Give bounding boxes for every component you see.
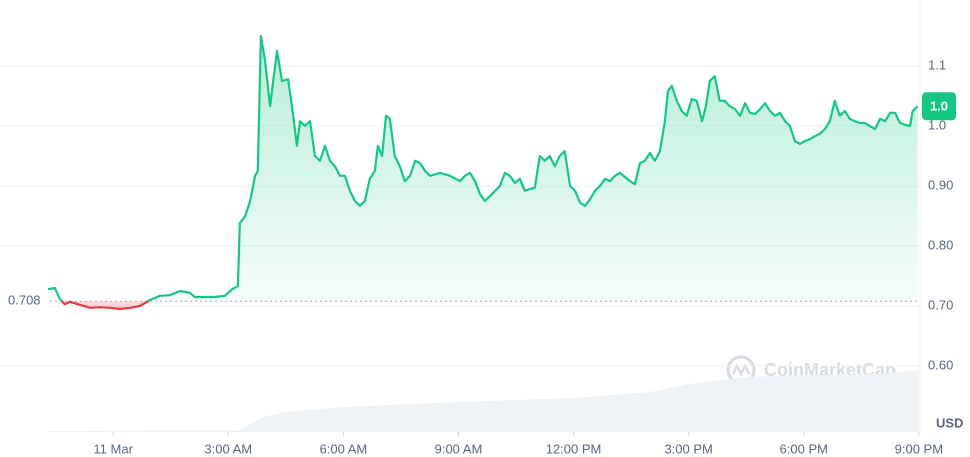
x-tick-label: 12:00 PM	[546, 441, 602, 456]
price-tag	[922, 92, 956, 121]
y-tick-label: 0.70	[928, 297, 953, 312]
x-tick-label: 3:00 AM	[204, 441, 252, 456]
y-tick-label: 0.80	[928, 237, 953, 252]
y-tick-label: 1.1	[928, 57, 946, 72]
unit-label: USD	[936, 415, 963, 430]
y-tick-label: 0.90	[928, 177, 953, 192]
x-tick-label: 3:00 PM	[664, 441, 712, 456]
price-line	[47, 34, 919, 311]
x-tick-label: 9:00 AM	[435, 441, 483, 456]
x-tick-label: 6:00 PM	[780, 441, 828, 456]
price-tag-label: 1.0	[930, 99, 948, 114]
x-tick-label: 11 Mar	[93, 441, 133, 456]
y-tick-label: 0.60	[928, 357, 953, 372]
baseline-label: 0.708	[8, 293, 41, 308]
y-tick-label: 1.0	[928, 117, 946, 132]
baseline-label-bg	[0, 292, 50, 311]
price-area	[47, 36, 918, 309]
volume-area	[47, 370, 919, 432]
x-tick-label: 9:00 PM	[895, 441, 943, 456]
x-tick-label: 6:00 AM	[320, 441, 368, 456]
